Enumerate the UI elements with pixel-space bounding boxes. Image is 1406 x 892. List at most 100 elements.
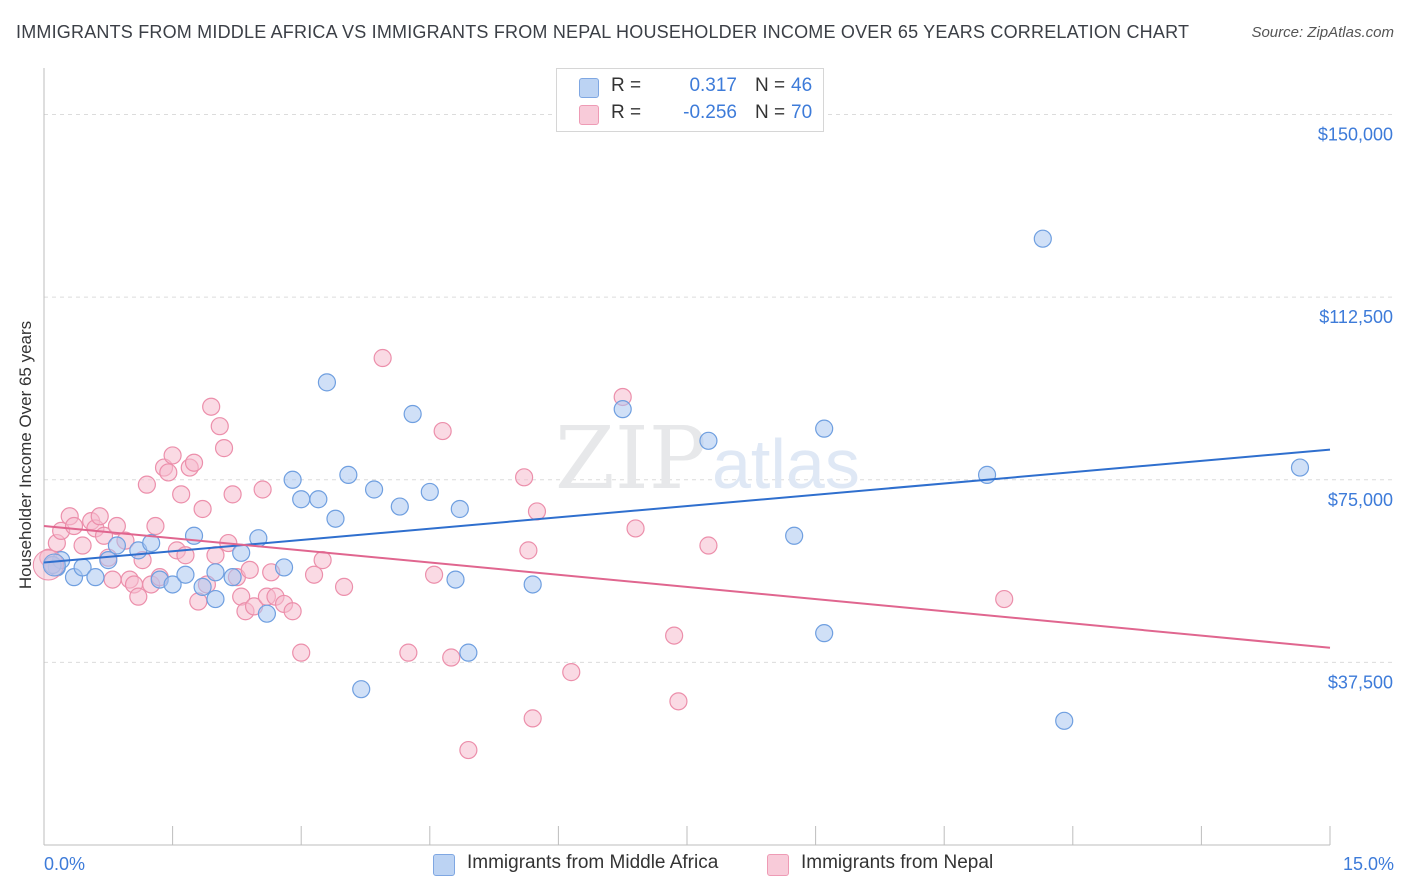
data-point (313, 551, 332, 570)
data-point (399, 643, 418, 662)
data-point (995, 589, 1014, 609)
data-point (142, 533, 161, 553)
data-point (163, 575, 182, 594)
legend-n-value: 70 (791, 102, 813, 123)
data-point (523, 709, 542, 728)
data-point (1033, 229, 1052, 248)
y-tick-labels: $37,500 $75,000 $112,500 $150,000 (1318, 125, 1393, 693)
data-point (309, 490, 328, 509)
data-point (223, 568, 242, 587)
data-point (815, 419, 834, 438)
y-tick-label: $150,000 (1318, 125, 1393, 145)
data-point (442, 648, 461, 667)
legend-swatch-blue (579, 78, 599, 98)
data-point (103, 570, 122, 589)
legend-swatch-pink (767, 854, 789, 876)
data-point (699, 431, 718, 450)
legend-n-label: N = (755, 102, 786, 123)
data-point (334, 577, 354, 596)
data-point (1055, 711, 1074, 730)
legend-label-middle-africa: Immigrants from Middle Africa (467, 852, 719, 873)
x-tick-label: 0.0% (44, 854, 85, 874)
legend-n-value: 46 (791, 75, 813, 96)
data-point (527, 502, 547, 521)
data-point (202, 397, 221, 416)
data-point (420, 482, 439, 502)
legend-r-value: 0.317 (689, 75, 737, 96)
source-label: Source: ZipAtlas.com (1251, 24, 1394, 41)
legend-swatch-pink (579, 105, 599, 125)
data-point (424, 565, 444, 584)
data-point (562, 663, 581, 682)
data-point (232, 543, 251, 562)
data-point (283, 602, 302, 621)
data-point (90, 507, 109, 526)
watermark-atlas: atlas (712, 425, 860, 503)
data-point (450, 499, 469, 519)
data-point (515, 468, 534, 487)
y-tick-label: $112,500 (1319, 307, 1393, 327)
data-point (64, 516, 84, 536)
data-point (86, 568, 105, 587)
data-point (403, 404, 422, 424)
data-point (107, 516, 126, 536)
data-point (210, 417, 229, 436)
data-point (206, 589, 225, 609)
legend-label-nepal: Immigrants from Nepal (801, 852, 994, 873)
data-point (240, 560, 259, 579)
y-tick-label: $75,000 (1328, 490, 1393, 510)
data-point (613, 400, 632, 419)
data-point (274, 558, 294, 577)
data-point (665, 626, 684, 645)
data-point (373, 348, 392, 368)
chart-title: IMMIGRANTS FROM MIDDLE AFRICA VS IMMIGRA… (16, 22, 1190, 42)
data-point (283, 470, 302, 489)
data-point (214, 439, 234, 458)
data-point (326, 509, 345, 528)
x-tick-labels: 0.0% 15.0% (44, 854, 1394, 874)
grid-lines (44, 114, 1395, 663)
data-point (184, 453, 204, 472)
data-point (626, 519, 645, 538)
data-point (352, 680, 371, 699)
data-point (159, 463, 178, 482)
y-tick-label: $37,500 (1328, 672, 1393, 692)
legend-n-label: N = (755, 75, 786, 96)
data-point (317, 373, 337, 392)
data-point (193, 499, 212, 519)
data-point (364, 480, 384, 499)
data-point (390, 497, 409, 516)
data-point (304, 565, 324, 584)
data-point (815, 624, 834, 643)
data-point (459, 740, 478, 760)
data-point (519, 541, 538, 560)
data-point (206, 546, 225, 565)
data-point (129, 587, 148, 606)
legend-swatch-blue (433, 854, 455, 876)
data-point (146, 516, 165, 536)
x-tick-label: 15.0% (1343, 854, 1394, 874)
data-point (223, 485, 242, 504)
data-point (176, 565, 195, 584)
data-point (1290, 458, 1310, 477)
data-point (107, 536, 126, 555)
correlation-legend: R = 0.317 N = 46 R = -0.256 N = 70 (556, 68, 824, 132)
data-point (253, 480, 272, 499)
data-point (206, 563, 225, 582)
data-point (669, 692, 688, 711)
data-point (172, 485, 191, 504)
data-point (193, 577, 212, 596)
data-point (446, 570, 465, 589)
data-point (785, 526, 804, 545)
trend-line (43, 525, 1331, 649)
trend-lines (43, 448, 1331, 649)
data-point (42, 553, 66, 577)
data-points (32, 229, 1310, 760)
data-point (699, 536, 718, 555)
data-point (73, 536, 92, 555)
data-point (339, 465, 358, 484)
data-point (523, 575, 542, 594)
watermark: ZIP atlas (555, 409, 860, 509)
legend-r-value: -0.256 (683, 102, 737, 123)
